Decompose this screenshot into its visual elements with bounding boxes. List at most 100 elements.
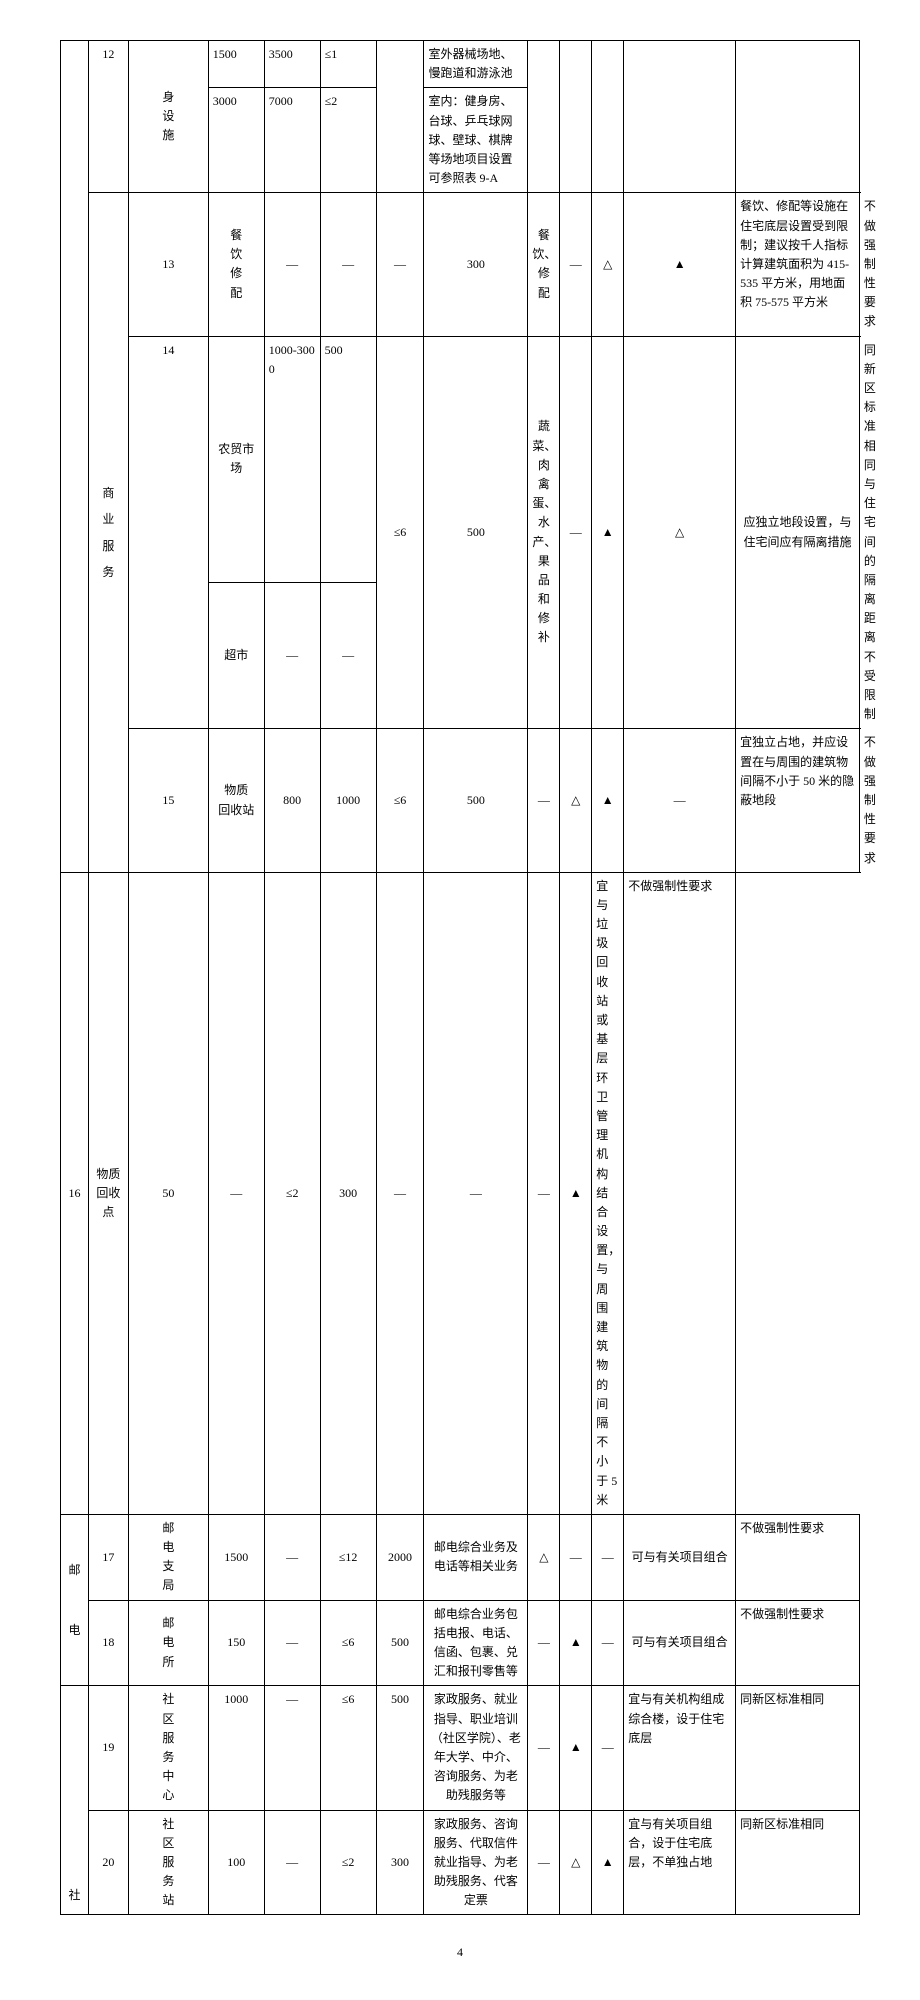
- cell: —: [528, 729, 560, 872]
- cell: 室内：健身房、台球、乒乓球网球、壁球、棋牌等场地项目设置可参照表 9-A: [424, 88, 528, 193]
- cell: [528, 41, 560, 193]
- cell: 1000-3000: [264, 336, 320, 582]
- cell: —: [528, 1810, 560, 1915]
- table-row: 20 社 区 服 务 站 100 — ≤2 300 家政服务、咨询服务、代取信件…: [61, 1810, 860, 1915]
- cell: 7000: [264, 88, 320, 193]
- cell: △: [560, 729, 592, 872]
- cell: —: [424, 872, 528, 1514]
- cell: 500: [376, 1686, 424, 1810]
- cell: —: [320, 193, 376, 336]
- table-row: 邮 电 17 邮 电 支 局 1500 — ≤12 2000 邮电综合业务及电话…: [61, 1514, 860, 1600]
- cell: —: [264, 193, 320, 336]
- cell: ≤2: [264, 872, 320, 1514]
- cell: ▲: [592, 336, 624, 729]
- facility-name: 社 区 服 务 中 心: [128, 1686, 208, 1810]
- cell: —: [376, 193, 424, 336]
- row-number: 12: [88, 41, 128, 193]
- cell: —: [264, 582, 320, 729]
- category-cell: 商 业 服 务: [88, 193, 128, 872]
- cell: 不做强制性要求: [624, 872, 736, 1514]
- cell: △: [624, 336, 736, 729]
- cell: —: [264, 1686, 320, 1810]
- cell: [592, 41, 624, 193]
- cell: 500: [424, 336, 528, 729]
- table-row: 16 物质 回收点 50 — ≤2 300 — — — ▲ 宜与垃圾回收站或基层…: [61, 872, 860, 1514]
- cell: 可与有关项目组合: [624, 1514, 736, 1600]
- row-number: 19: [88, 1686, 128, 1810]
- cell: 室外器械场地、慢跑道和游泳池: [424, 41, 528, 88]
- row-number: 13: [128, 193, 208, 336]
- cell: —: [208, 872, 264, 1514]
- cell: 蔬菜、肉禽蛋、水产、果品和修补: [528, 336, 560, 729]
- category-cell: [61, 41, 89, 873]
- category-cell: 邮 电: [61, 1514, 89, 1686]
- row-number: 17: [88, 1514, 128, 1600]
- cell: 餐饮、修配等设施在住宅底层设置受到限制；建议按千人指标计算建筑面积为 415-5…: [736, 193, 860, 336]
- cell: ≤2: [320, 88, 376, 193]
- cell: 家政服务、就业指导、职业培训（社区学院）、老年大学、中介、咨询服务、为老助残服务…: [424, 1686, 528, 1810]
- cell: ≤6: [320, 1600, 376, 1686]
- cell: 1500: [208, 1514, 264, 1600]
- row-number: 14: [128, 336, 208, 729]
- table-row: 18 邮 电 所 150 — ≤6 500 邮电综合业务包括电报、电话、信函、包…: [61, 1600, 860, 1686]
- cell: 2000: [376, 1514, 424, 1600]
- cell: —: [592, 1514, 624, 1600]
- table-row: 14 农贸市场 1000-3000 500 ≤6 500 蔬菜、肉禽蛋、水产、果…: [61, 336, 860, 582]
- facility-name: 农贸市场: [208, 336, 264, 582]
- cell: ▲: [624, 193, 736, 336]
- cell: 可与有关项目组合: [624, 1600, 736, 1686]
- cell: 宜与有关项目组合，设于住宅底层，不单独占地: [624, 1810, 736, 1915]
- cell: △: [560, 1810, 592, 1915]
- cell: 800: [264, 729, 320, 872]
- table-row: 15 物质 回收站 800 1000 ≤6 500 — △ ▲ — 宜独立占地，…: [61, 729, 860, 872]
- cell: 应独立地段设置，与住宅间应有隔离措施: [736, 336, 860, 729]
- cell: —: [376, 872, 424, 1514]
- facilities-table: 12 身 设 施 1500 3500 ≤1 室外器械场地、慢跑道和游泳池 300…: [60, 40, 860, 1915]
- facility-name: 超市: [208, 582, 264, 729]
- cell: 300: [424, 193, 528, 336]
- cell: —: [624, 729, 736, 872]
- cell: 邮电综合业务及电话等相关业务: [424, 1514, 528, 1600]
- cell: —: [264, 1600, 320, 1686]
- facility-name: 邮 电 所: [128, 1600, 208, 1686]
- cell: 不做强制性要求: [736, 1514, 860, 1600]
- cell: ≤2: [320, 1810, 376, 1915]
- cell: 100: [208, 1810, 264, 1915]
- cell: [736, 41, 860, 193]
- cell: ▲: [560, 872, 592, 1514]
- cell: 宜与垃圾回收站或基层环卫管理机构结合设置，与周围建筑物的间隔不小于 5 米: [592, 872, 624, 1514]
- cell: —: [264, 1810, 320, 1915]
- cell: ≤6: [376, 336, 424, 729]
- cell: —: [560, 1514, 592, 1600]
- cell: [624, 41, 736, 193]
- table-row: 社 19 社 区 服 务 中 心 1000 — ≤6 500 家政服务、就业指导…: [61, 1686, 860, 1810]
- cell: 500: [376, 1600, 424, 1686]
- facility-name: 邮 电 支 局: [128, 1514, 208, 1600]
- cell: 家政服务、咨询服务、代取信件就业指导、为老助残服务、代客定票: [424, 1810, 528, 1915]
- cell: 不做强制性要求: [736, 1600, 860, 1686]
- cell: ▲: [560, 1600, 592, 1686]
- cell: 1500: [208, 41, 264, 88]
- cell: ▲: [592, 1810, 624, 1915]
- cell: [376, 41, 424, 193]
- cell: —: [560, 193, 592, 336]
- facility-name: 餐 饮 修 配: [208, 193, 264, 336]
- page-number: 4: [60, 1945, 860, 1960]
- cell: 宜独立占地，并应设置在与周围的建筑物间隔不小于 50 米的隐蔽地段: [736, 729, 860, 872]
- cell: 同新区标准相同: [736, 1810, 860, 1915]
- facility-name: 物质 回收点: [88, 872, 128, 1514]
- cell: ▲: [560, 1686, 592, 1810]
- cell: —: [528, 872, 560, 1514]
- cell: —: [592, 1686, 624, 1810]
- cell: 500: [320, 336, 376, 582]
- row-number: 18: [88, 1600, 128, 1686]
- cell: —: [320, 582, 376, 729]
- cell: 宜与有关机构组成综合楼，设于住宅底层: [624, 1686, 736, 1810]
- cell: —: [528, 1600, 560, 1686]
- row-number: 20: [88, 1810, 128, 1915]
- cell: 同新区标准相同: [736, 1686, 860, 1810]
- cell: ≤1: [320, 41, 376, 88]
- row-number: 15: [128, 729, 208, 872]
- cell: 1000: [208, 1686, 264, 1810]
- table-row: 商 业 服 务 13 餐 饮 修 配 — — — 300 餐饮、修配 — △ ▲…: [61, 193, 860, 336]
